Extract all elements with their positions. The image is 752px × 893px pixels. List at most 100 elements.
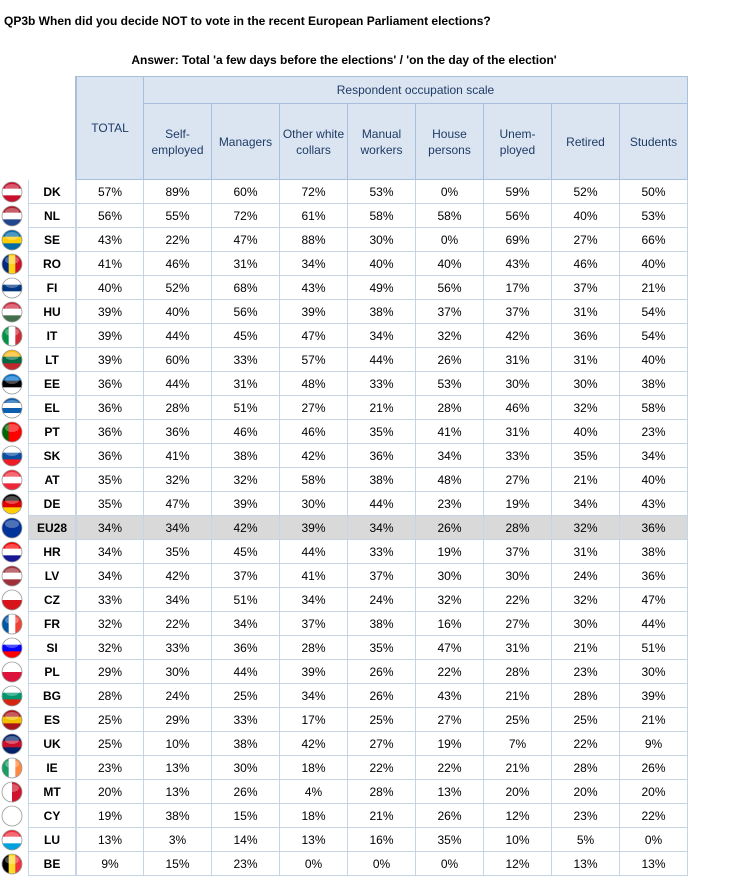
data-cell: 35%: [416, 828, 484, 852]
column-header: Students: [620, 104, 688, 180]
flag-part: [2, 723, 22, 730]
data-cell: 23%: [212, 852, 280, 876]
data-cell: 46%: [280, 420, 348, 444]
flag-part: [2, 326, 22, 346]
data-cell: 21%: [620, 708, 688, 732]
data-cell: 72%: [212, 204, 280, 228]
data-cell: 0%: [416, 852, 484, 876]
data-cell: 31%: [552, 540, 620, 564]
flag-part: [2, 638, 22, 658]
data-cell: 46%: [552, 252, 620, 276]
country-code: FI: [28, 276, 76, 300]
flag-part: [2, 662, 22, 682]
country-code: SE: [28, 228, 76, 252]
flag-part: [2, 555, 22, 562]
flag-part: [2, 854, 10, 874]
flag-part: [2, 854, 22, 874]
data-cell: 45%: [212, 324, 280, 348]
data-cell: 30%: [212, 756, 280, 780]
flag-part: [2, 446, 22, 466]
data-cell: 27%: [484, 612, 552, 636]
data-cell: 40%: [76, 276, 144, 300]
data-cell: 88%: [280, 228, 348, 252]
data-cell: 28%: [416, 396, 484, 420]
country-code: PT: [28, 420, 76, 444]
data-cell: 53%: [416, 372, 484, 396]
flag-part: [2, 182, 22, 190]
data-cell: 41%: [416, 420, 484, 444]
data-cell: 56%: [416, 276, 484, 300]
data-cell: 48%: [280, 372, 348, 396]
flag-part: [5, 448, 19, 456]
data-cell: 32%: [416, 588, 484, 612]
column-header: Other white collars: [280, 104, 348, 180]
data-cell: 40%: [620, 348, 688, 372]
data-cell: 10%: [484, 828, 552, 852]
data-cell: 22%: [484, 588, 552, 612]
flag-part: [1, 277, 23, 299]
data-cell: 51%: [620, 636, 688, 660]
flag-part: [8, 854, 16, 874]
data-cell: 40%: [416, 252, 484, 276]
flag-part: [5, 688, 19, 696]
data-cell: 30%: [348, 228, 416, 252]
data-cell: 47%: [280, 324, 348, 348]
data-cell: 23%: [416, 492, 484, 516]
flag-part: [1, 301, 23, 323]
data-cell: 31%: [484, 636, 552, 660]
flag-part: [5, 232, 19, 240]
data-cell: 19%: [76, 804, 144, 828]
flag-part: [1, 661, 23, 683]
data-cell: 35%: [76, 468, 144, 492]
data-cell: 13%: [144, 756, 212, 780]
data-cell: 21%: [620, 276, 688, 300]
flag-part: [2, 692, 22, 700]
data-cell: 32%: [552, 516, 620, 540]
flag-part: [8, 422, 16, 442]
country-code: HU: [28, 300, 76, 324]
data-cell: 33%: [212, 348, 280, 372]
data-cell: 58%: [620, 396, 688, 420]
data-cell: 28%: [484, 516, 552, 540]
data-cell: 34%: [76, 564, 144, 588]
data-cell: 39%: [76, 300, 144, 324]
header-cell: TOTAL: [76, 76, 144, 180]
data-cell: 52%: [552, 180, 620, 204]
data-cell: 27%: [416, 708, 484, 732]
flag-part: [15, 254, 22, 274]
group-header: Respondent occupation scale: [144, 76, 688, 104]
flag-part: [8, 758, 16, 778]
flag-part: [5, 328, 19, 336]
column-header: Managers: [212, 104, 280, 180]
flag-part: [5, 352, 19, 360]
data-cell: 35%: [552, 444, 620, 468]
flag-part: [5, 184, 19, 192]
flag-part: [5, 544, 19, 552]
flag-part: [1, 853, 23, 875]
flag-part: [5, 208, 19, 216]
data-cell: 21%: [552, 468, 620, 492]
data-cell: 40%: [348, 252, 416, 276]
data-cell: 28%: [144, 396, 212, 420]
data-cell: 15%: [212, 804, 280, 828]
flag-part: [2, 302, 22, 322]
data-cell: 26%: [416, 516, 484, 540]
data-cell: 58%: [280, 468, 348, 492]
data-cell: 54%: [620, 324, 688, 348]
data-cell: 37%: [552, 276, 620, 300]
flag-part: [2, 219, 22, 226]
flag-part: [1, 445, 23, 467]
flag-part: [2, 363, 22, 370]
country-code: CY: [28, 804, 76, 828]
data-cell: 0%: [348, 852, 416, 876]
data-cell: 17%: [484, 276, 552, 300]
data-cell: 14%: [212, 828, 280, 852]
country-code: EE: [28, 372, 76, 396]
country-code: LU: [28, 828, 76, 852]
data-cell: 44%: [348, 348, 416, 372]
country-code: PL: [28, 660, 76, 684]
flag-part: [2, 476, 22, 484]
data-cell: 32%: [416, 324, 484, 348]
data-cell: 40%: [552, 420, 620, 444]
data-cell: 40%: [144, 300, 212, 324]
